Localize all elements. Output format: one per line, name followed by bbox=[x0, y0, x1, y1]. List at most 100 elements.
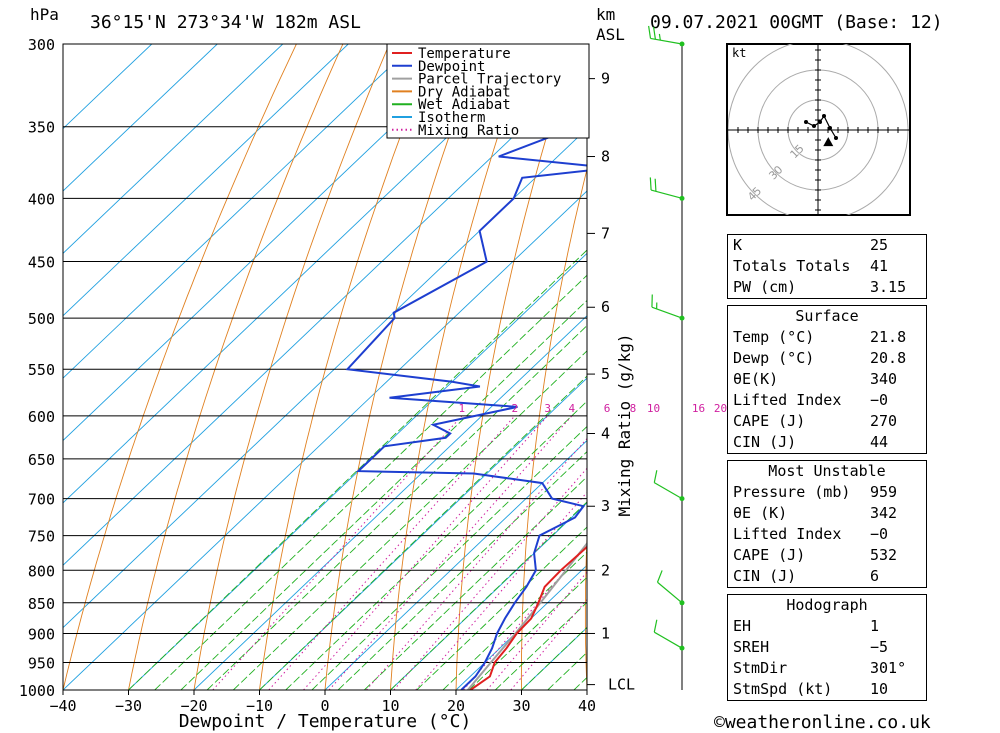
pressure-tick-label: 700 bbox=[28, 491, 55, 509]
mu-row: Pressure (mb) 959 bbox=[728, 482, 926, 503]
index-label: Totals Totals bbox=[733, 257, 851, 275]
mu-label: θE (K) bbox=[733, 504, 788, 522]
mixing-ratio-label: 8 bbox=[630, 402, 637, 415]
pressure-tick-label: 650 bbox=[28, 451, 55, 469]
pressure-tick-label: 500 bbox=[28, 310, 55, 328]
mixing-ratio-line bbox=[303, 415, 548, 690]
wind-barb-staff bbox=[657, 581, 683, 604]
mixing-ratio-label: 6 bbox=[604, 402, 611, 415]
hodo-value: 301° bbox=[870, 659, 907, 677]
sounding-profiles bbox=[345, 108, 587, 690]
surface-value: −0 bbox=[870, 391, 889, 409]
pressure-tick-label: 300 bbox=[28, 36, 55, 54]
dry-adiabat-line bbox=[931, 44, 980, 690]
hodo-label: EH bbox=[733, 617, 752, 635]
legend-label: Temperature bbox=[418, 46, 511, 62]
mu-value: 959 bbox=[870, 483, 898, 501]
index-label: PW (cm) bbox=[733, 278, 797, 296]
temperature-line bbox=[469, 545, 587, 690]
wind-barbs bbox=[648, 25, 685, 690]
most-unstable-header: Most Unstable bbox=[768, 462, 886, 480]
mu-value: 6 bbox=[870, 567, 880, 585]
legend-label: Mixing Ratio bbox=[418, 123, 519, 139]
wind-barb-staff bbox=[653, 482, 683, 500]
temperature-tick-label: −40 bbox=[49, 697, 76, 715]
isotherm-line bbox=[63, 190, 587, 690]
lcl-label: LCL bbox=[608, 676, 635, 694]
surface-table: Surface Temp (°C) 21.8 Dewp (°C) 20.8 θE(K… bbox=[727, 305, 927, 454]
temperature-tick-label: −30 bbox=[115, 697, 142, 715]
temperature-tick-label: 20 bbox=[447, 697, 465, 715]
pressure-tick-label: 800 bbox=[28, 562, 55, 580]
index-row-totals: Totals Totals 41 bbox=[728, 256, 926, 277]
wind-barb-flag bbox=[656, 570, 663, 583]
dry-adiabat-line bbox=[455, 44, 576, 690]
isotherm-line bbox=[455, 564, 587, 690]
pressure-tick-label: 750 bbox=[28, 528, 55, 546]
pressure-tick-label: 1000 bbox=[19, 682, 55, 700]
pressure-tick-label: 350 bbox=[28, 119, 55, 137]
surface-label: θE(K) bbox=[733, 370, 779, 388]
surface-value: 20.8 bbox=[870, 349, 907, 367]
index-value: 3.15 bbox=[870, 278, 907, 296]
mixing-ratio-label: 1 bbox=[458, 402, 465, 415]
hodograph-point bbox=[818, 120, 822, 124]
mu-value: 532 bbox=[870, 546, 898, 564]
wind-barb-flag bbox=[654, 178, 657, 192]
height-tick-label: 4 bbox=[601, 425, 610, 443]
surface-label: CIN (J) bbox=[733, 433, 797, 451]
mixing-ratio-line bbox=[393, 467, 587, 690]
hodo-row: StmDir 301° bbox=[728, 658, 926, 679]
hodo-row: SREH −5 bbox=[728, 637, 926, 658]
isotherm-lines bbox=[63, 44, 587, 690]
hodo-label: StmDir bbox=[733, 659, 788, 677]
hodograph-point bbox=[804, 120, 808, 124]
legend-label: Wet Adiabat bbox=[418, 97, 511, 113]
legend-box bbox=[386, 43, 590, 139]
hodo-row: StmSpd (kt) 10 bbox=[728, 679, 926, 700]
surface-row: Dewp (°C) 20.8 bbox=[728, 348, 926, 369]
mu-row: Lifted Index −0 bbox=[728, 524, 926, 545]
height-tick-label: 6 bbox=[601, 298, 610, 316]
surface-value: 270 bbox=[870, 412, 898, 430]
isotherm-line bbox=[63, 65, 587, 566]
surface-row: Temp (°C) 21.8 bbox=[728, 327, 926, 348]
legend-label: Parcel Trajectory bbox=[418, 72, 561, 88]
hodograph-unit-label: kt bbox=[732, 46, 746, 60]
x-axis-label: Dewpoint / Temperature (°C) bbox=[179, 711, 472, 732]
dry-adiabat-line bbox=[63, 44, 297, 690]
temperature-tick-label: 0 bbox=[320, 697, 329, 715]
surface-value: 21.8 bbox=[870, 328, 907, 346]
temperature-tick-label: 40 bbox=[578, 697, 596, 715]
mixing-ratio-label: 4 bbox=[568, 402, 575, 415]
chart-title-time: 09.07.2021 00GMT (Base: 12) bbox=[650, 12, 943, 33]
surface-value: 44 bbox=[870, 433, 889, 451]
pressure-tick-label: 950 bbox=[28, 654, 55, 672]
hodo-label: StmSpd (kt) bbox=[733, 680, 833, 698]
most-unstable-table: Most Unstable Pressure (mb) 959 θE (K) 342… bbox=[727, 460, 927, 588]
mixing-ratio-line bbox=[268, 415, 516, 690]
mu-row: CIN (J) 6 bbox=[728, 566, 926, 587]
surface-value: 340 bbox=[870, 370, 898, 388]
mixing-ratio-label: 10 bbox=[647, 402, 660, 415]
index-row-k: K 25 bbox=[728, 235, 926, 256]
pressure-tick-label: 850 bbox=[28, 595, 55, 613]
mixing-ratio-label: 20 bbox=[714, 402, 727, 415]
legend-label: Dry Adiabat bbox=[418, 84, 511, 100]
wind-barb-staff bbox=[650, 37, 683, 45]
wind-barb-staff bbox=[651, 306, 683, 319]
mixing-ratio-line bbox=[366, 437, 587, 690]
pressure-tick-label: 400 bbox=[28, 190, 55, 208]
temperature-tick-label: −20 bbox=[180, 697, 207, 715]
isotherm-line bbox=[63, 44, 218, 192]
mixing-ratio-label: 2 bbox=[512, 402, 519, 415]
mixing-ratio-labels: 12346810162025 bbox=[458, 402, 749, 415]
isotherm-line bbox=[324, 439, 587, 690]
hodograph-table: Hodograph EH 1 SREH −5 StmDir 301° StmSpd (… bbox=[727, 594, 927, 701]
isotherm-line bbox=[63, 44, 153, 130]
mu-label: Lifted Index bbox=[733, 525, 842, 543]
mixing-ratio-label: 16 bbox=[692, 402, 705, 415]
